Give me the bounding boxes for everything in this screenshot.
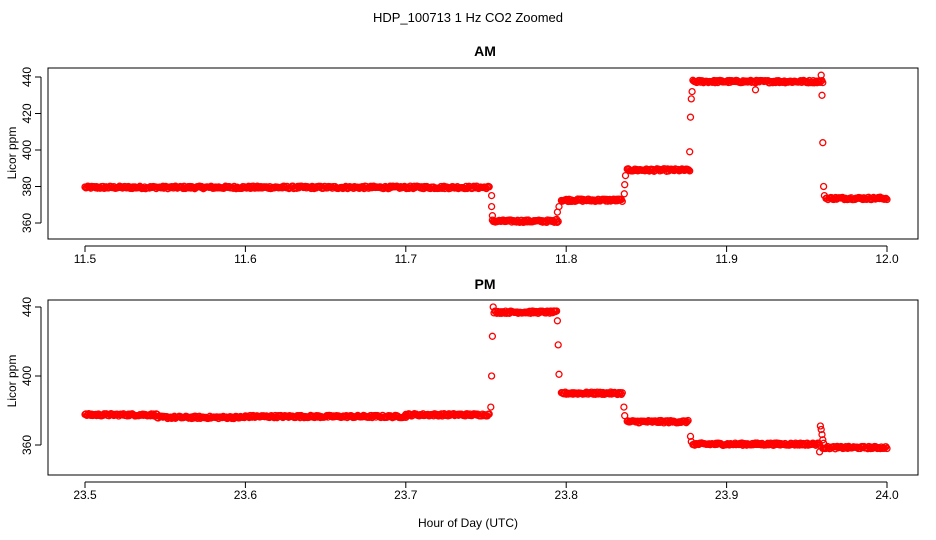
am-data-points <box>81 71 891 227</box>
pm-data-point <box>485 410 493 418</box>
pm-transition-point <box>819 439 828 447</box>
figure-title: HDP_100713 1 Hz CO2 Zoomed <box>373 10 563 25</box>
am-y-tick-label: 400 <box>20 140 34 160</box>
am-y-tick-label: 360 <box>20 213 34 233</box>
am-x-tick-label: 11.7 <box>395 252 418 266</box>
pm-transition-point <box>815 448 824 456</box>
am-data-point <box>685 166 693 174</box>
am-transition-point <box>555 202 563 211</box>
am-data-point <box>485 183 493 191</box>
pm-transition-point <box>553 317 562 325</box>
pm-data-point <box>684 416 692 425</box>
am-transition-point <box>820 191 829 200</box>
pm-y-tick-label: 360 <box>20 435 34 455</box>
am-transition-point <box>552 215 561 223</box>
am-y-tick-label: 420 <box>20 103 34 123</box>
am-y-tick-label: 380 <box>20 176 34 196</box>
am-transition-point <box>487 191 496 200</box>
am-data-point <box>618 197 626 206</box>
am-data-point <box>882 194 890 203</box>
am-transition-point <box>819 182 828 191</box>
pm-y-tick-label: 440 <box>20 297 34 317</box>
am-y-tick-label: 440 <box>20 67 34 87</box>
pm-x-tick-label: 23.5 <box>73 488 97 502</box>
pm-plot-frame <box>47 299 919 476</box>
am-x-tick-label: 12.0 <box>875 252 899 266</box>
am-transition-point <box>487 202 496 211</box>
am-transition-point <box>686 148 694 156</box>
am-transition-point <box>751 86 760 94</box>
am-transition-point <box>686 113 695 121</box>
am-data-point <box>686 167 694 175</box>
pm-y-axis: 360 400 440 <box>20 297 42 455</box>
pm-transition-point <box>487 372 496 380</box>
x-axis-title: Hour of Day (UTC) <box>418 516 518 530</box>
pm-x-tick-label: 23.9 <box>715 488 739 502</box>
am-plot-frame <box>47 67 919 240</box>
am-transition-point <box>817 71 825 79</box>
pm-transition-point <box>687 437 695 446</box>
pm-transition-point <box>819 436 827 444</box>
pm-x-tick-label: 23.6 <box>234 488 258 502</box>
am-x-tick-label: 11.6 <box>234 252 257 266</box>
pm-panel-title: PM <box>475 276 496 292</box>
pm-x-axis: 23.5 23.6 23.7 23.8 23.9 24.0 <box>73 481 899 502</box>
am-transition-point <box>620 190 628 198</box>
pm-transition-point <box>489 303 497 311</box>
am-x-axis: 11.5 11.6 11.7 11.8 11.9 12.0 <box>74 245 899 266</box>
pm-transition-point <box>554 341 562 349</box>
pm-transition-point <box>487 403 495 411</box>
pm-transition-point <box>817 425 825 434</box>
am-x-tick-label: 11.9 <box>715 252 738 266</box>
pm-x-tick-label: 23.7 <box>394 488 418 502</box>
pm-data-point <box>618 389 626 397</box>
pm-data-point <box>683 418 691 426</box>
am-data-point <box>883 195 891 204</box>
am-data-point <box>819 78 827 87</box>
am-transition-point <box>621 181 629 189</box>
pm-panel: PM 23.5 23.6 23.7 23.8 23.9 24.0 360 400 440 Li… <box>5 276 919 502</box>
pm-transition-point <box>816 422 825 430</box>
pm-transition-point <box>620 403 628 411</box>
am-y-axis: 360 380 400 420 440 <box>20 67 42 233</box>
am-transition-point <box>818 91 826 99</box>
pm-x-tick-label: 24.0 <box>875 488 899 502</box>
pm-x-tick-label: 23.8 <box>555 488 579 502</box>
am-transition-point <box>621 171 630 180</box>
am-data-point <box>553 218 561 227</box>
pm-data-point <box>552 307 561 315</box>
pm-data-point <box>883 444 891 453</box>
pm-transition-point <box>621 412 629 420</box>
pm-y-axis-label: Licor ppm <box>5 355 19 408</box>
pm-data-points <box>81 303 891 456</box>
am-x-tick-label: 11.8 <box>555 252 578 266</box>
am-panel: AM 11.5 11.6 11.7 11.8 11.9 12.0 360 380 400 420… <box>5 43 919 266</box>
am-y-axis-label: Licor ppm <box>5 127 19 180</box>
pm-transition-point <box>555 370 563 378</box>
pm-transition-point <box>818 430 826 439</box>
am-transition-point <box>819 139 827 147</box>
am-transition-point <box>488 212 497 220</box>
pm-transition-point <box>686 432 695 441</box>
pm-y-tick-label: 400 <box>20 366 34 386</box>
am-x-tick-label: 11.5 <box>74 252 97 266</box>
pm-transition-point <box>488 332 497 340</box>
am-transition-point <box>687 95 695 103</box>
am-transition-point <box>688 87 696 96</box>
am-panel-title: AM <box>474 43 496 59</box>
